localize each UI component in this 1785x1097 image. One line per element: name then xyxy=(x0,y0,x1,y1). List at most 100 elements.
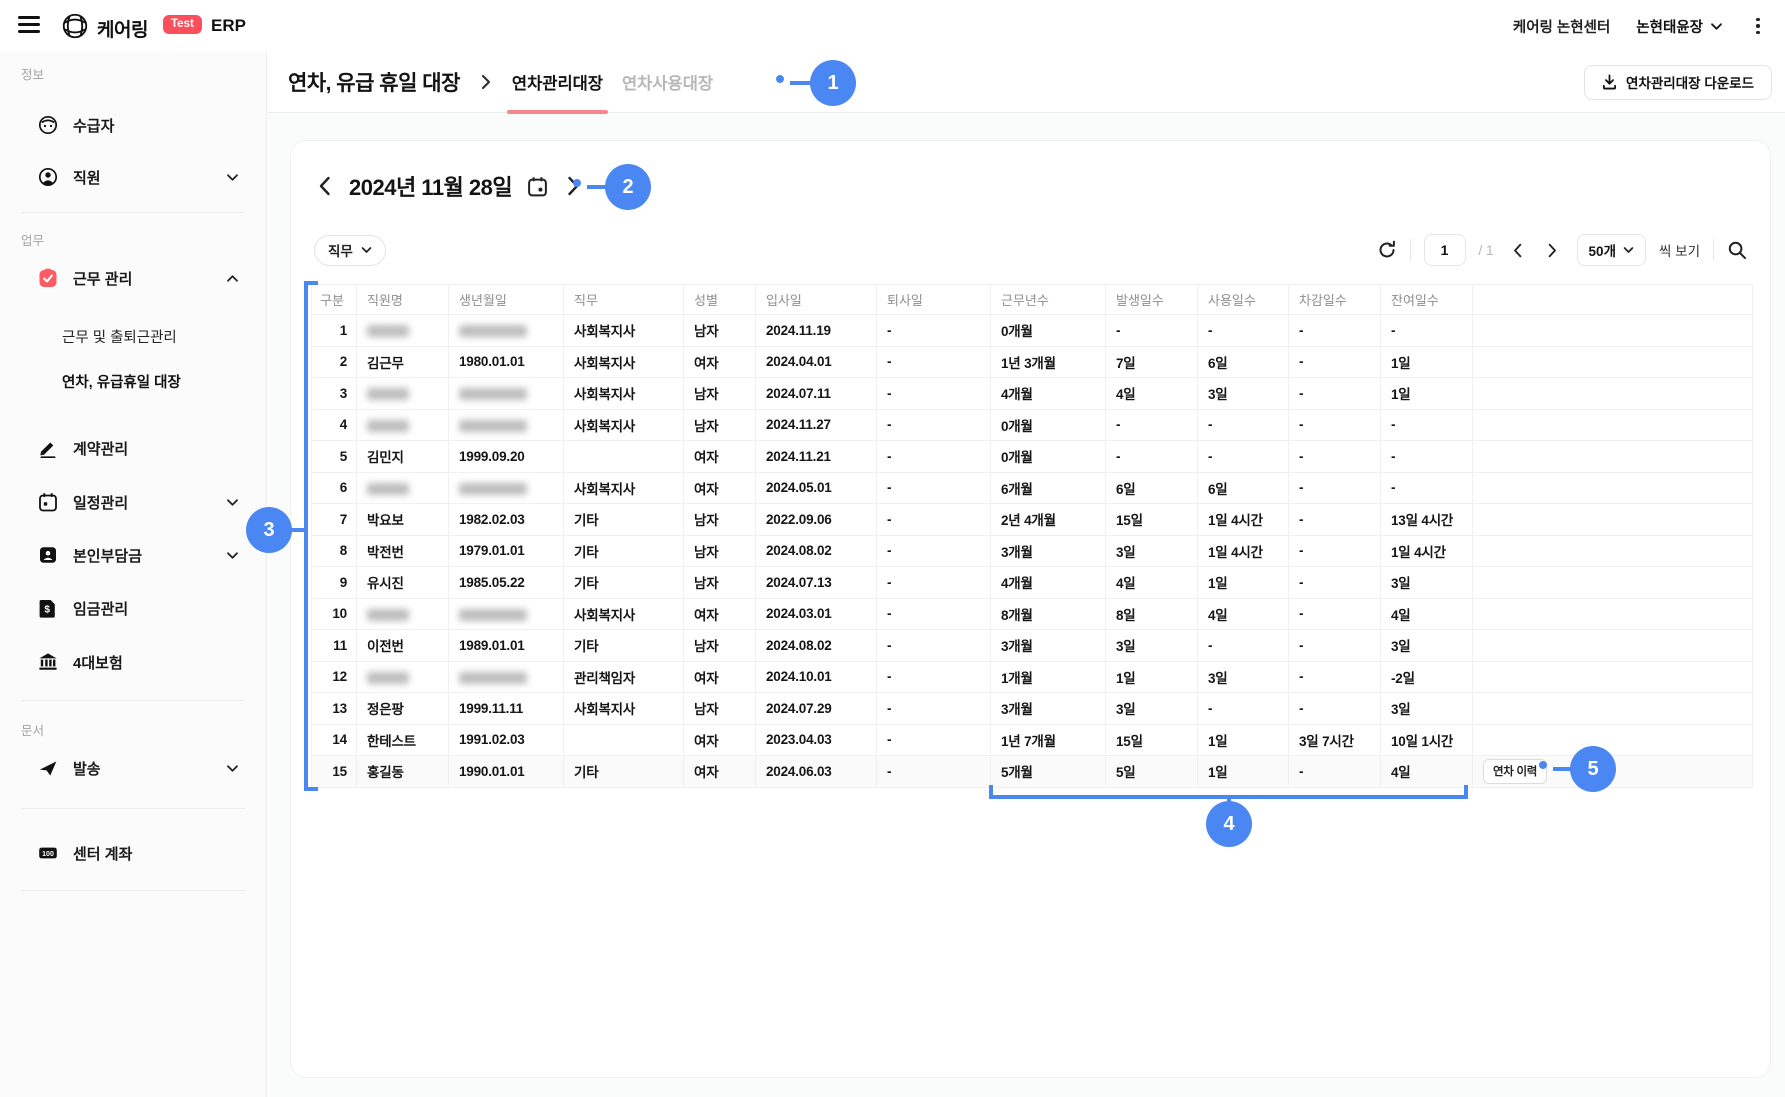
product-name: ERP xyxy=(211,16,246,35)
table-row: 7 박요보 1982.02.03 기타 남자 2022.09.06-2년 4개월 15일 1일… xyxy=(311,503,1753,536)
leave-ledger-panel: 2024년 11월 28일 직무 / 1 50개 xyxy=(290,140,1771,1078)
annotation-2-dot xyxy=(573,179,581,187)
actions-cell xyxy=(1472,534,1753,567)
annotation-3-bracket-bottom xyxy=(304,787,318,791)
column-header: 근무년수 xyxy=(990,284,1106,315)
column-header: 발생일수 xyxy=(1105,284,1198,315)
annotation-5-marker: 5 xyxy=(1570,746,1616,792)
page-size-dropdown[interactable]: 50개 xyxy=(1576,234,1646,266)
annotation-2-line xyxy=(587,185,607,189)
redacted-text xyxy=(459,325,527,338)
annotation-5-dot xyxy=(1539,761,1547,769)
sidebar-item-schedule[interactable]: 일정관리 xyxy=(38,489,248,515)
redacted-text xyxy=(459,419,527,432)
actions-cell xyxy=(1472,692,1753,725)
divider xyxy=(21,212,245,213)
brand-name: 케어링 xyxy=(97,20,148,41)
face-icon xyxy=(38,115,58,135)
redacted-text xyxy=(367,608,409,621)
sidebar: 정보 수급자 직원 업무 근무 관리 근무 및 출퇴근관리 연차, 유급휴일 대… xyxy=(0,52,267,1097)
download-button[interactable]: 연차관리대장 다운로드 xyxy=(1584,64,1772,100)
annotation-1-dot xyxy=(776,75,784,83)
calendar-picker-icon[interactable] xyxy=(527,176,548,197)
sidebar-item-center-account[interactable]: 100 센터 계좌 xyxy=(38,840,248,866)
column-header: 직무 xyxy=(563,284,684,315)
svg-text:100: 100 xyxy=(42,851,54,858)
sidebar-item-work-management[interactable]: 근무 관리 xyxy=(38,265,248,291)
chevron-down-icon xyxy=(227,551,238,559)
chevron-down-icon xyxy=(227,764,238,772)
chevron-up-icon xyxy=(227,274,238,282)
sidebar-section-work: 업무 xyxy=(21,234,45,248)
table-row: 13 정은팡 1999.11.11 사회복지사 남자 2024.07.29-3개월 3일 - -… xyxy=(311,692,1753,725)
sidebar-section-docs: 문서 xyxy=(21,724,45,738)
page-number-input[interactable] xyxy=(1423,234,1466,266)
sidebar-subitem-attendance[interactable]: 근무 및 출퇴근관리 xyxy=(62,329,177,346)
user-menu[interactable]: 논현태윤장 xyxy=(1636,16,1723,37)
redacted-text xyxy=(459,671,527,684)
column-header: 사용일수 xyxy=(1197,284,1289,315)
hamburger-menu-icon[interactable] xyxy=(18,16,40,34)
center-name: 케어링 논현센터 xyxy=(1512,19,1611,36)
sidebar-item-employees[interactable]: 직원 xyxy=(38,164,248,190)
annotation-3-bracket xyxy=(304,281,308,791)
page-total: / 1 xyxy=(1478,242,1494,258)
job-filter-dropdown[interactable]: 직무 xyxy=(314,234,386,266)
banknote-icon: 100 xyxy=(39,847,57,859)
column-header: 입사일 xyxy=(755,284,877,315)
table-row: 14 한테스트 1991.02.03 여자 2023.04.03-1년 7개월 15일 1일… xyxy=(311,723,1753,756)
table-row: 12 관리책임자 여자 2024.10.01-1개월 1일 3일 - -2일 xyxy=(311,660,1753,693)
table-row: 3 사회복지사 남자 2024.07.11-4개월 4일 3일 -1일 xyxy=(311,377,1753,410)
annotation-1-line xyxy=(790,81,812,85)
sidebar-item-recipients[interactable]: 수급자 xyxy=(38,112,248,138)
table-row: 11 이전번 1989.01.01 기타 남자 2024.08.02-3개월 3일 - -3일 xyxy=(311,629,1753,662)
redacted-text xyxy=(459,608,527,621)
page-size-suffix: 씩 보기 xyxy=(1658,244,1700,259)
tab-leave-management[interactable]: 연차관리대장 xyxy=(506,70,609,114)
sidebar-item-contracts[interactable]: 계약관리 xyxy=(38,435,248,461)
column-header: 차감일수 xyxy=(1288,284,1381,315)
redacted-text xyxy=(367,388,409,401)
top-bar: 케어링 Test ERP 케어링 논현센터 논현태윤장 xyxy=(0,0,1785,52)
sidebar-item-insurance[interactable]: 4대보험 xyxy=(38,649,248,675)
actions-cell xyxy=(1472,440,1753,473)
sidebar-section-info: 정보 xyxy=(21,68,45,82)
search-icon[interactable] xyxy=(1727,240,1747,260)
table-row: 9 유시진 1985.05.22 기타 남자 2024.07.13-4개월 4일 1일 -3일 xyxy=(311,566,1753,599)
breadcrumb-bar: 연차, 유급 휴일 대장 연차관리대장 연차사용대장 연차관리대장 다운로드 xyxy=(268,52,1785,114)
sidebar-subitem-leave-ledger[interactable]: 연차, 유급휴일 대장 xyxy=(62,374,181,391)
prev-page-button[interactable] xyxy=(1507,239,1529,261)
leave-history-button[interactable]: 연차 이력 xyxy=(1483,758,1548,784)
annotation-4-marker: 4 xyxy=(1206,801,1252,847)
actions-cell xyxy=(1472,629,1753,662)
chevron-down-icon xyxy=(227,498,238,506)
annotation-3-marker: 3 xyxy=(246,507,292,553)
chevron-right-icon xyxy=(481,74,491,90)
id-card-icon xyxy=(40,547,56,563)
table-row: 4 사회복지사 남자 2024.11.27-0개월 - - - - xyxy=(311,408,1753,441)
sidebar-item-copay[interactable]: 본인부담금 xyxy=(38,542,248,568)
table-row: 15 홍길동 1990.01.01 기타 여자 2024.06.03-5개월 5일 1일 -4일… xyxy=(311,755,1753,788)
kebab-menu-icon[interactable] xyxy=(1749,15,1767,37)
tab-leave-usage[interactable]: 연차사용대장 xyxy=(622,75,714,93)
annotation-2-marker: 2 xyxy=(605,164,651,210)
prev-date-button[interactable] xyxy=(314,176,334,196)
pencil-icon xyxy=(40,442,56,458)
redacted-text xyxy=(367,325,409,338)
chevron-down-icon xyxy=(227,173,238,181)
bank-icon xyxy=(39,653,57,670)
sidebar-item-wages[interactable]: $ 임금관리 xyxy=(38,595,248,621)
date-navigation: 2024년 11월 28일 xyxy=(314,163,583,209)
divider xyxy=(1713,239,1714,261)
sidebar-item-send[interactable]: 발송 xyxy=(38,755,248,781)
refresh-button[interactable] xyxy=(1377,240,1397,260)
divider xyxy=(21,808,245,809)
chevron-down-icon xyxy=(1711,22,1722,30)
column-header: 생년월일 xyxy=(448,284,564,315)
chevron-down-icon xyxy=(361,247,372,253)
redacted-text xyxy=(367,671,409,684)
next-page-button[interactable] xyxy=(1542,239,1564,261)
divider xyxy=(1409,239,1411,261)
next-date-button[interactable] xyxy=(563,176,583,196)
redacted-text xyxy=(367,419,409,432)
